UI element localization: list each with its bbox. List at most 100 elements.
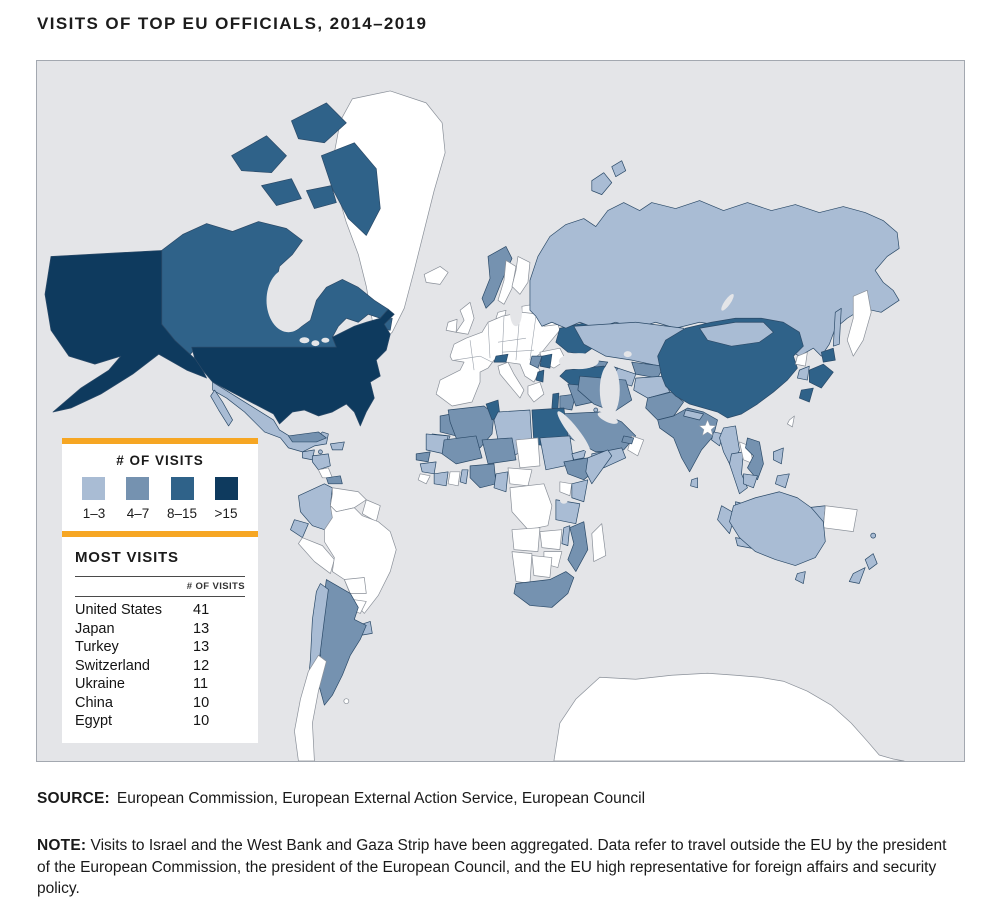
visits-column-header: # OF VISITS xyxy=(75,576,245,597)
country-namibia xyxy=(511,551,533,584)
country-switzerland xyxy=(493,353,509,363)
country-cameroon xyxy=(493,471,509,493)
most-visits-rows: United States 41 Japan 13 Turkey 13 Switzerlan… xyxy=(75,601,245,731)
source-text: European Commission, European External A… xyxy=(116,790,646,807)
country-japan-honshu xyxy=(808,363,834,389)
row-visits: 13 xyxy=(193,639,210,655)
country-eritrea xyxy=(571,449,587,461)
most-visits-title: MOST VISITS xyxy=(75,549,179,566)
map-legend-overlay: # OF VISITS 1–3 4–7 8–15 >15 MOST VISITS… xyxy=(62,438,258,743)
legend-title: # OF VISITS xyxy=(116,453,204,468)
country-united-states xyxy=(191,308,395,427)
country-albania xyxy=(535,369,545,383)
country-sri-lanka xyxy=(690,477,698,489)
legend-bin-label-3: 8–15 xyxy=(166,506,198,521)
country-togo-benin xyxy=(459,469,469,485)
country-italy xyxy=(497,361,525,399)
country-peru xyxy=(298,537,335,574)
most-visits-panel: MOST VISITS # OF VISITS United States 41 J… xyxy=(62,537,258,743)
country-indonesia-sumatra xyxy=(717,505,736,534)
row-country: Egypt xyxy=(75,713,113,729)
country-somalia xyxy=(585,449,613,485)
country-chad xyxy=(515,437,541,469)
country-honduras-nicaragua xyxy=(312,453,331,471)
country-philippines-luzon xyxy=(773,447,784,465)
row-country: Turkey xyxy=(75,639,119,655)
row-visits: 10 xyxy=(193,694,210,711)
row-country: Ukraine xyxy=(75,676,125,692)
world-map-frame: # OF VISITS 1–3 4–7 8–15 >15 MOST VISITS… xyxy=(36,60,965,762)
star-marker xyxy=(699,419,716,436)
country-greece xyxy=(527,381,545,403)
country-alaska xyxy=(44,250,207,413)
country-new-zealand-south xyxy=(848,567,866,584)
country-uganda xyxy=(559,481,573,497)
legend-accent-bar xyxy=(62,438,258,444)
country-mali xyxy=(441,435,483,465)
legend-swatches xyxy=(74,477,246,500)
legend-bin-label-1: 1–3 xyxy=(82,506,106,521)
country-madagascar xyxy=(591,523,607,562)
country-central-african-republic xyxy=(507,467,533,487)
country-botswana xyxy=(531,555,553,578)
country-israel xyxy=(551,392,560,411)
country-hispaniola xyxy=(330,441,345,451)
country-bolivia xyxy=(343,577,367,594)
country-norway xyxy=(481,246,513,309)
country-cote-divoire xyxy=(433,471,449,487)
country-panama xyxy=(326,475,343,485)
country-malawi xyxy=(561,525,571,546)
row-country: China xyxy=(75,694,113,711)
country-senegal xyxy=(415,451,431,463)
country-cambodia xyxy=(743,473,758,489)
table-row: Egypt 10 xyxy=(75,712,245,731)
country-uae xyxy=(621,435,635,445)
table-row: United States 41 xyxy=(75,601,245,620)
country-canada-island xyxy=(231,135,287,174)
table-row: Japan 13 xyxy=(75,620,245,639)
legend-bin-label-4: >15 xyxy=(214,506,238,521)
row-country: Japan xyxy=(75,620,115,637)
note-label: NOTE: xyxy=(37,837,87,854)
country-china xyxy=(657,317,804,419)
country-venezuela xyxy=(330,487,367,513)
country-costa-rica xyxy=(318,467,333,479)
legend-swatch-1 xyxy=(82,477,105,500)
water-bodies xyxy=(266,268,734,504)
note-block: NOTE: Visits to Israel and the West Bank… xyxy=(37,835,952,900)
country-north-korea xyxy=(795,351,808,367)
country-finland xyxy=(511,256,531,295)
eu-internal-borders xyxy=(454,312,537,371)
row-country: Switzerland xyxy=(75,657,150,674)
country-bosnia xyxy=(529,355,543,369)
legend-bin-labels: 1–3 4–7 8–15 >15 xyxy=(74,506,246,521)
legend-swatch-2 xyxy=(126,477,150,500)
row-visits: 10 xyxy=(193,713,210,729)
country-nigeria xyxy=(469,463,497,489)
country-brazil xyxy=(324,505,397,614)
country-mexico-baja xyxy=(210,389,233,427)
legend-swatch-3 xyxy=(170,477,194,500)
page-title: VISITS OF TOP EU OFFICIALS, 2014–2019 xyxy=(37,14,428,33)
country-india xyxy=(657,407,718,473)
table-row: Turkey 13 xyxy=(75,638,245,657)
country-kuwait xyxy=(593,407,599,413)
country-niger xyxy=(481,437,517,465)
country-sierra-leone xyxy=(417,473,431,485)
country-russia-novaya-zemlya xyxy=(611,160,627,178)
country-south-africa xyxy=(513,571,575,608)
country-iceland xyxy=(423,266,449,285)
country-vietnam xyxy=(745,437,764,481)
country-new-zealand-north xyxy=(864,553,878,570)
country-guinea xyxy=(419,461,437,475)
country-new-caledonia xyxy=(870,532,877,539)
country-ecuador xyxy=(290,519,309,538)
country-mongolia xyxy=(699,321,774,347)
country-tasmania xyxy=(795,571,806,584)
country-kenya xyxy=(571,479,589,503)
country-canada-island xyxy=(321,142,381,236)
note-text: Visits to Israel and the West Bank and G… xyxy=(37,837,947,897)
country-canada-island xyxy=(306,185,337,209)
table-accent-bar xyxy=(62,531,258,537)
